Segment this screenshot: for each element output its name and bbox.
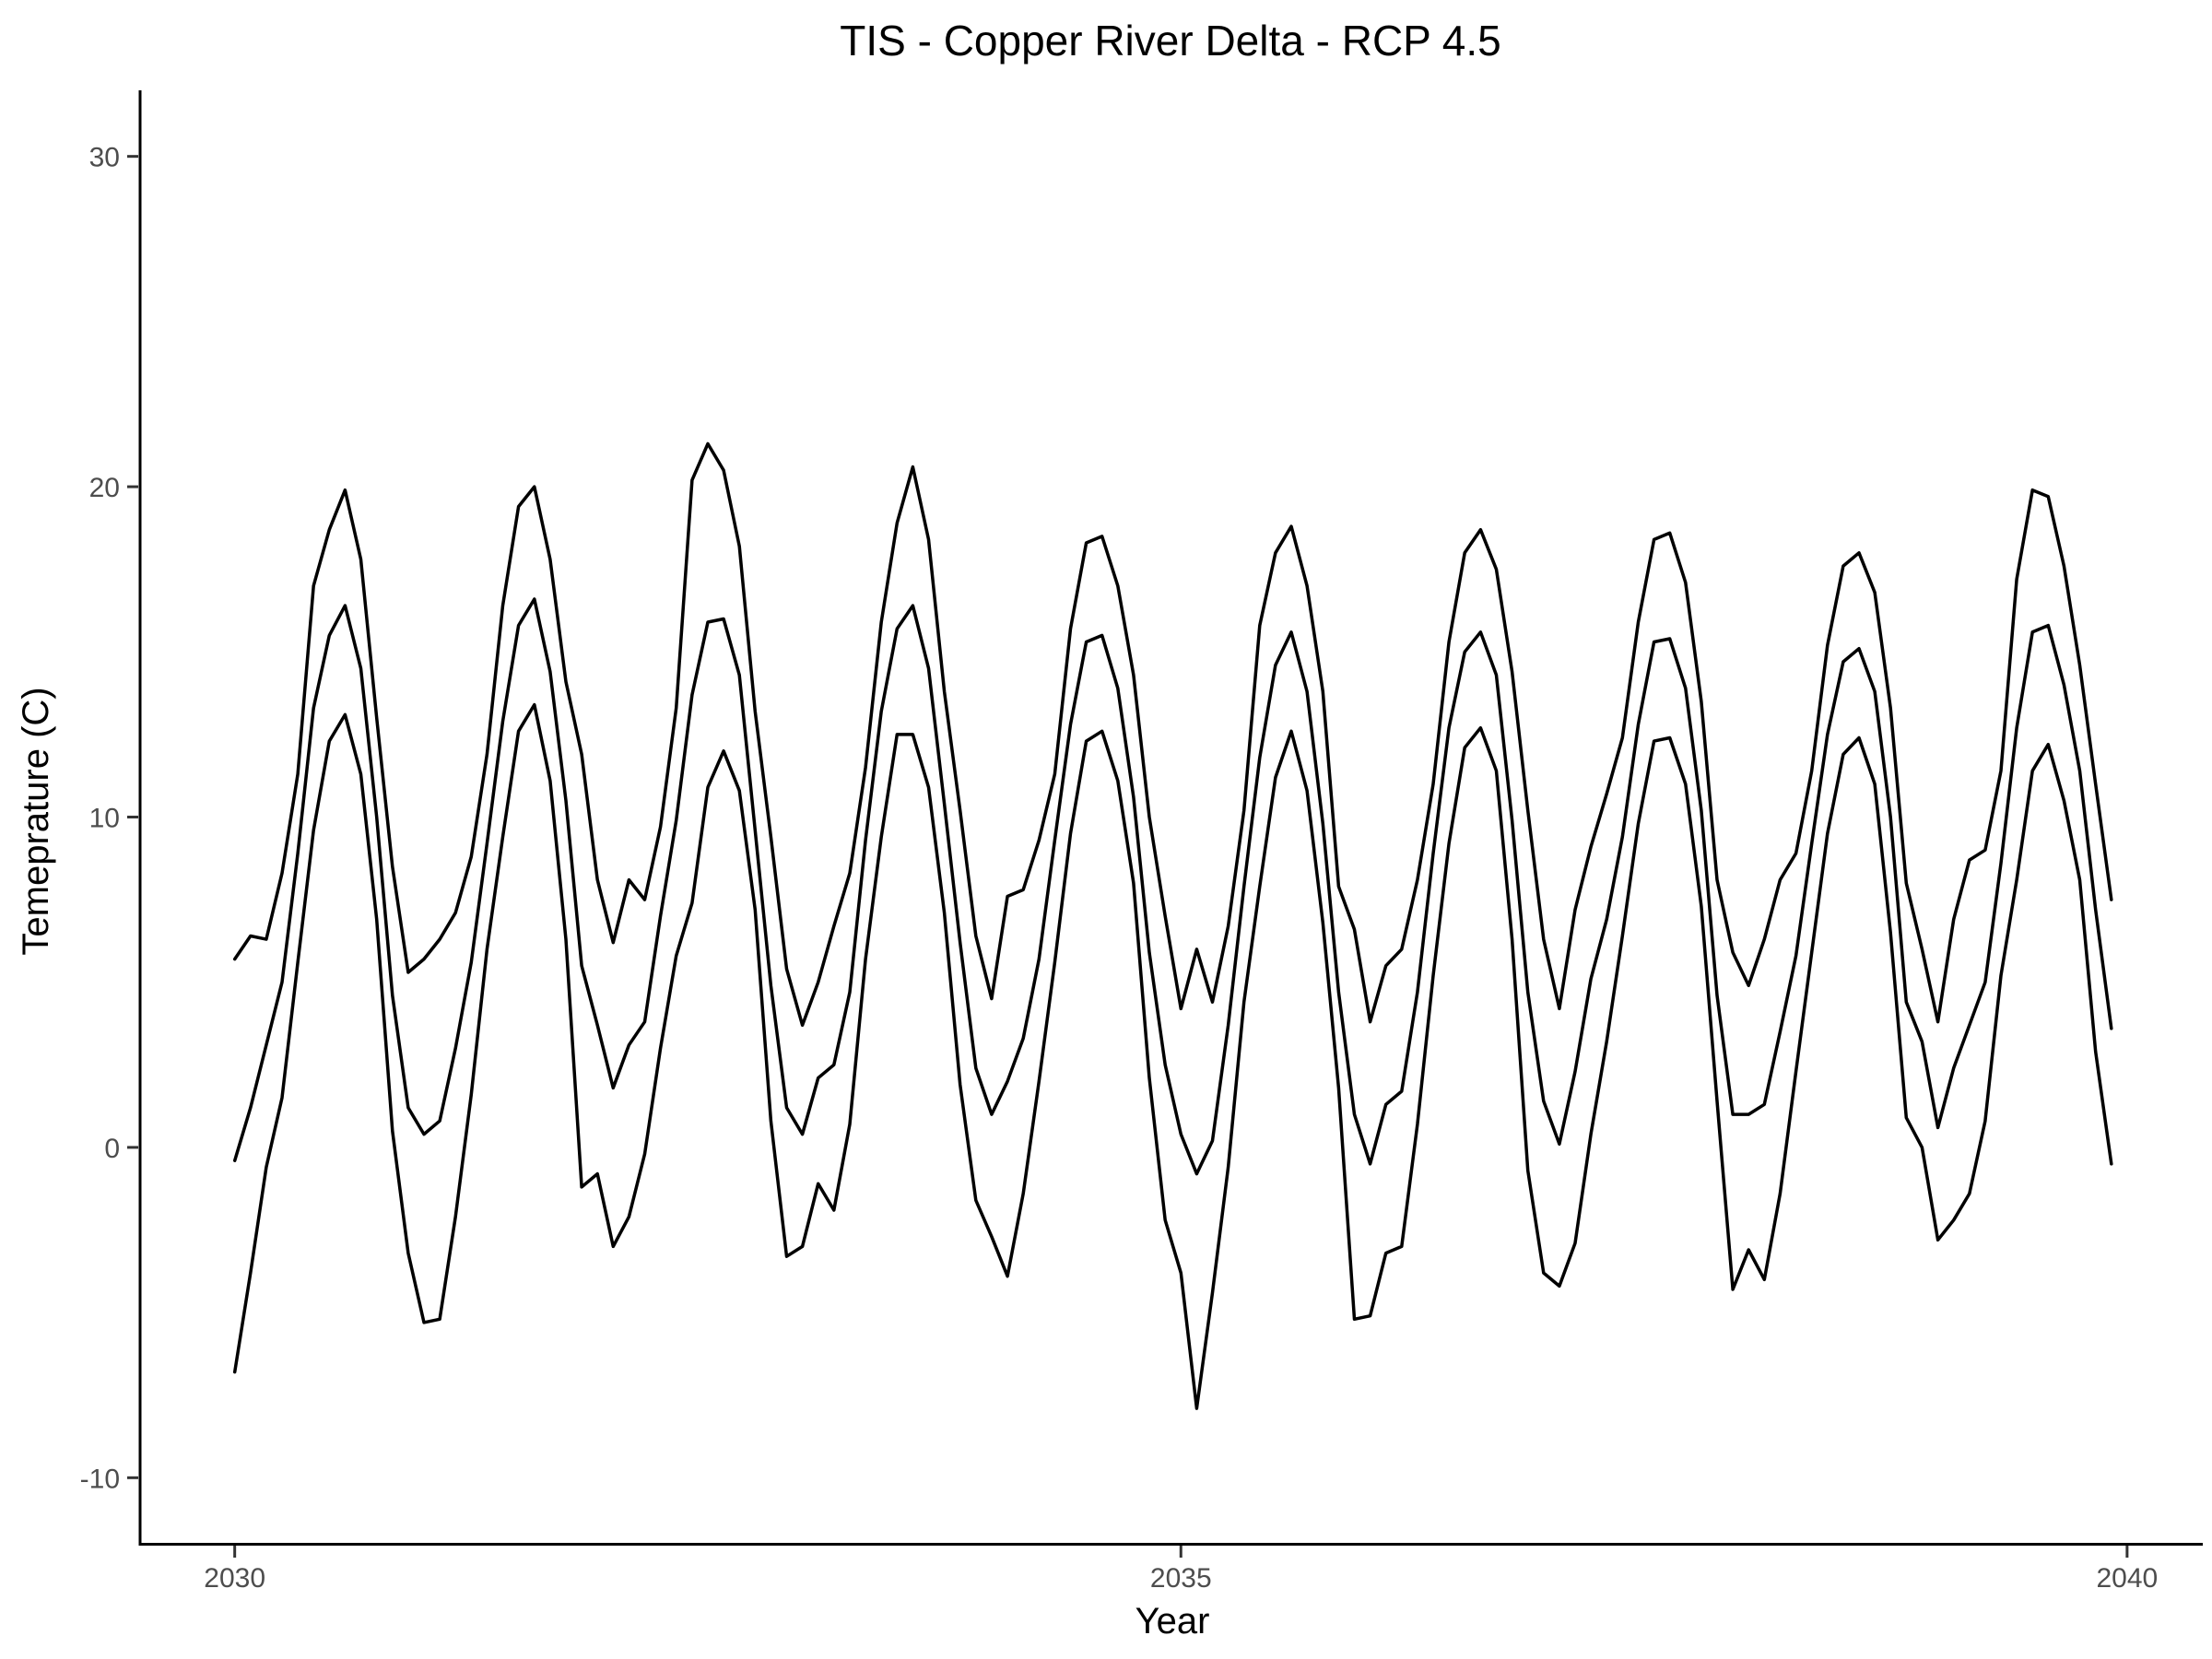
series-line-2	[232, 597, 2113, 1176]
x-axis-label: Year	[1135, 1601, 1210, 1641]
series-layer	[232, 441, 2113, 1410]
y-ticks: -10 0 10 20 30	[80, 143, 138, 1494]
y-tick-label: 30	[89, 143, 120, 173]
y-tick-label: -10	[80, 1464, 120, 1494]
series-line-1	[232, 441, 2113, 1028]
x-ticks: 2030 2035 2040	[204, 1546, 2158, 1594]
y-tick-label: 20	[89, 473, 120, 503]
y-tick-label: 0	[104, 1134, 120, 1164]
chart-title: TIS - Copper River Delta - RCP 4.5	[840, 17, 1501, 65]
x-tick-label: 2030	[204, 1563, 265, 1594]
series-line-3	[232, 702, 2113, 1410]
x-tick-label: 2040	[2096, 1563, 2158, 1594]
y-axis-label: Temeprature (C)	[16, 687, 56, 955]
x-tick-label: 2035	[1150, 1563, 1212, 1594]
y-tick-label: 10	[89, 804, 120, 834]
